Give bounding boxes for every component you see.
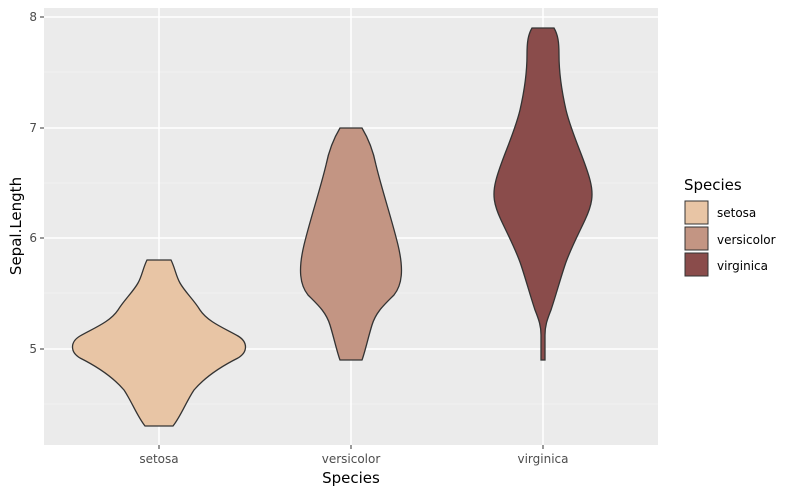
legend-key-versicolor: [684, 226, 709, 251]
y-tick-label: 6: [29, 231, 37, 245]
legend-key-setosa: [684, 200, 709, 225]
y-tick-label: 8: [29, 10, 37, 24]
legend-title: Species: [684, 176, 742, 194]
legend: Species setosa versicolor virginica: [684, 176, 776, 277]
legend-label-setosa: setosa: [717, 206, 756, 220]
legend-key-virginica: [684, 252, 709, 277]
violin-virginica: [493, 27, 593, 361]
y-axis-ticks: [40, 16, 44, 350]
y-axis-title: Sepal.Length: [7, 177, 25, 275]
x-tick-label-setosa: setosa: [139, 452, 178, 466]
y-tick-label: 7: [29, 121, 37, 135]
x-axis-ticks: [158, 445, 544, 449]
violin-versicolor: [299, 127, 403, 361]
x-tick-label-versicolor: versicolor: [322, 452, 381, 466]
legend-label-versicolor: versicolor: [717, 233, 776, 247]
violin-setosa: [71, 259, 247, 427]
legend-label-virginica: virginica: [717, 259, 768, 273]
x-axis-title: Species: [322, 469, 380, 487]
y-tick-label: 5: [29, 342, 37, 356]
x-tick-label-virginica: virginica: [518, 452, 569, 466]
